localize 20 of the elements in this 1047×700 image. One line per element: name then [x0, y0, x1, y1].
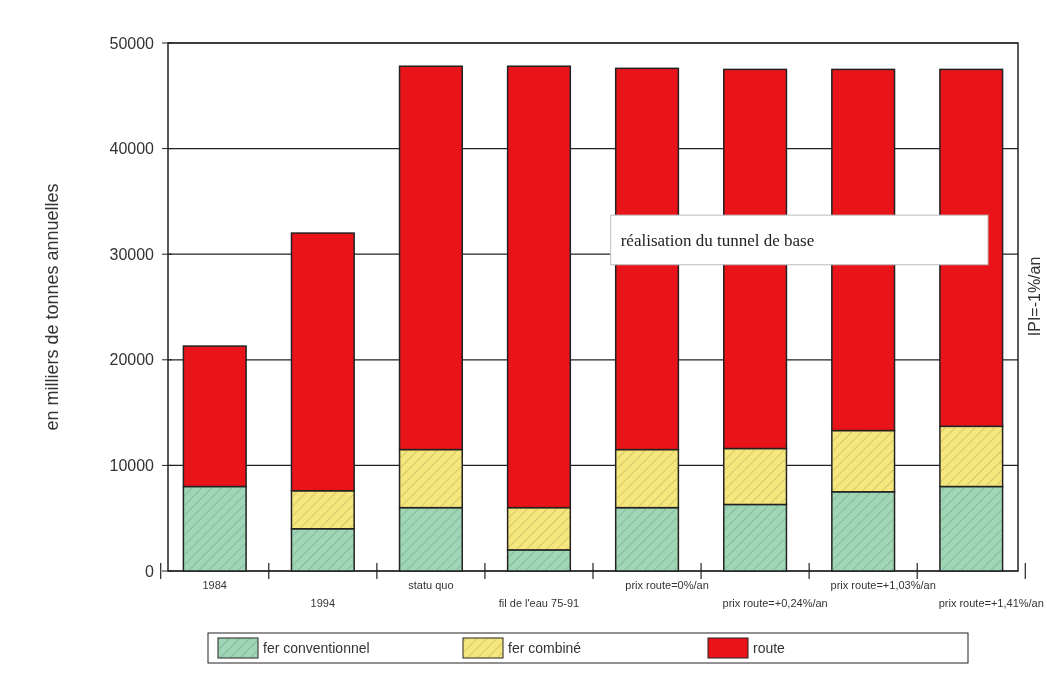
x-tick-label: statu quo	[408, 579, 454, 591]
y-tick-label: 30000	[109, 245, 155, 263]
x-tick-label: 1984	[202, 579, 227, 591]
legend-label: fer conventionnel	[263, 639, 370, 656]
x-tick-label: fil de l'eau 75-91	[498, 597, 580, 609]
x-tick-label: prix route=+0,24%/an	[722, 597, 828, 609]
x-tick-label: 1994	[310, 597, 336, 609]
y-tick-label: 20000	[109, 351, 155, 369]
legend-label: route	[753, 639, 786, 656]
y-tick-label: 40000	[109, 140, 155, 158]
legend-label: fer combiné	[508, 639, 582, 656]
y-tick-label: 50000	[109, 34, 155, 52]
text: IPI=-1%/an	[1026, 256, 1043, 337]
annotation: réalisation du tunnel de base	[620, 230, 815, 250]
x-tick-label: prix route=0%/an	[625, 579, 709, 591]
y-tick-label: 10000	[109, 457, 155, 474]
x-tick-label: prix route=+1,41%/an	[938, 597, 1044, 609]
y-axis-title: en milliers de tonnes annuelles	[42, 183, 62, 431]
x-tick-label: prix route=+1,03%/an	[830, 579, 936, 591]
y-tick-label: 0	[145, 562, 155, 580]
